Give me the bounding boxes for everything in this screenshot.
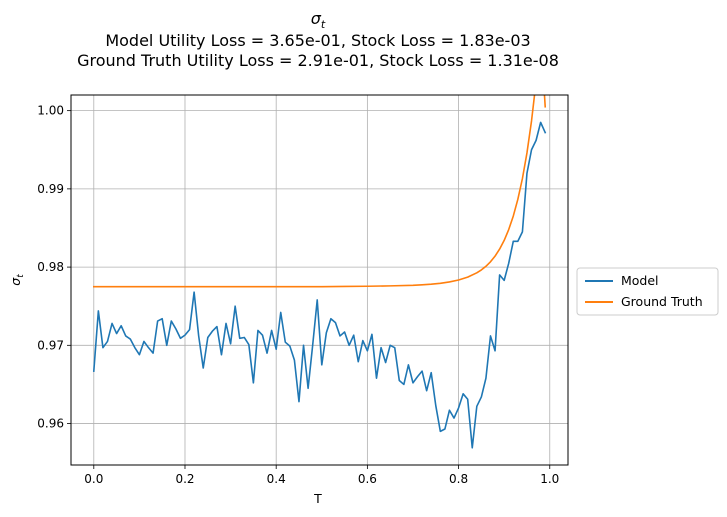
y-tick-label: 0.98 [37,260,64,274]
y-tick-label: 1.00 [37,104,64,118]
series-line-ground-truth [93,95,547,288]
legend-label-model: Model [621,273,659,288]
x-axis-label: T [313,491,322,506]
y-tick-label: 0.99 [37,182,64,196]
title-line-2: Ground Truth Utility Loss = 2.91e-01, St… [77,51,559,70]
y-axis-label: σt [8,274,26,286]
x-tick-label: 0.4 [267,472,286,486]
y-axis: 0.96 0.97 0.98 0.99 1.00 [37,104,71,431]
title-symbol: σt [311,9,326,31]
x-tick-label: 0.8 [449,472,468,486]
x-tick-label: 0.6 [358,472,377,486]
y-tick-label: 0.96 [37,417,64,431]
plot-frame [70,94,569,466]
x-tick-label: 0.0 [84,472,103,486]
legend-label-ground-truth: Ground Truth [621,294,703,309]
grid [71,95,568,465]
series-layer [92,95,547,449]
title-line-1: Model Utility Loss = 3.65e-01, Stock Los… [105,31,530,50]
x-tick-label: 0.2 [175,472,194,486]
chart-title: σt Model Utility Loss = 3.65e-01, Stock … [77,9,559,70]
legend-frame [576,267,719,316]
x-tick-label: 1.0 [540,472,559,486]
series-line-model [92,121,547,449]
legend: Model Ground Truth [576,267,719,316]
y-tick-label: 0.97 [37,338,64,352]
x-axis: 0.0 0.2 0.4 0.6 0.8 1.0 [84,465,559,486]
